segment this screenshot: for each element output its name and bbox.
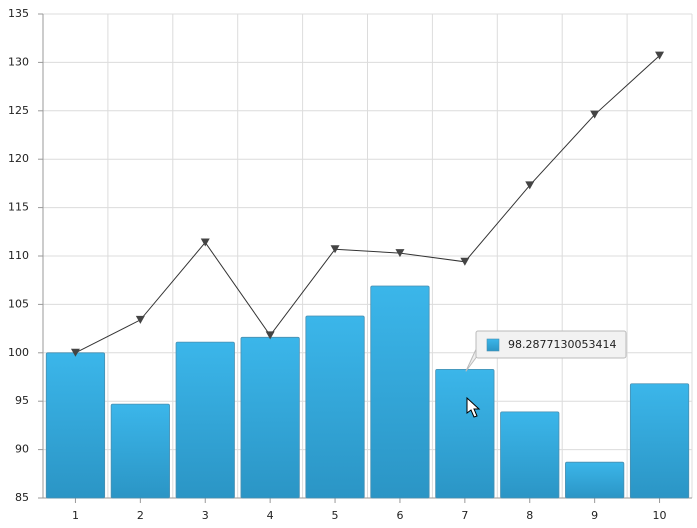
x-tick-label: 9 xyxy=(591,509,598,522)
y-tick-label: 95 xyxy=(15,394,29,407)
line-marker xyxy=(70,348,80,357)
y-tick-label: 85 xyxy=(15,491,29,504)
tooltip-text: 98.2877130053414 xyxy=(508,338,616,351)
bar xyxy=(45,352,106,499)
line-marker xyxy=(395,249,405,258)
x-tick-label: 10 xyxy=(653,509,667,522)
y-tick-label: 125 xyxy=(8,104,29,117)
line-marker xyxy=(590,110,600,119)
line xyxy=(75,55,660,354)
line-marker xyxy=(330,245,340,254)
line-marker xyxy=(525,181,535,190)
x-tick-label: 7 xyxy=(461,509,468,522)
x-tick-label: 1 xyxy=(72,509,79,522)
bar xyxy=(240,336,300,499)
line-marker xyxy=(200,238,210,247)
bar xyxy=(370,285,430,499)
bar xyxy=(435,368,495,499)
x-tick-label: 6 xyxy=(396,509,403,522)
line-marker xyxy=(460,257,470,266)
y-tick-label: 110 xyxy=(8,249,29,262)
x-tick-label: 5 xyxy=(332,509,339,522)
y-tick-label: 120 xyxy=(8,152,29,165)
y-tick-label: 100 xyxy=(8,346,29,359)
y-tick-label: 115 xyxy=(8,201,29,214)
bar xyxy=(500,411,560,499)
y-tick-label: 130 xyxy=(8,55,29,68)
bar xyxy=(175,341,235,499)
x-tick-label: 4 xyxy=(267,509,274,522)
y-tick-label: 105 xyxy=(8,297,29,310)
y-tick-label: 90 xyxy=(15,443,29,456)
x-tick-label: 8 xyxy=(526,509,533,522)
cursor xyxy=(466,396,481,418)
bar xyxy=(110,403,170,499)
x-tick-label: 2 xyxy=(137,509,144,522)
line-marker xyxy=(655,51,665,60)
tooltip-swatch xyxy=(486,338,500,352)
line-marker xyxy=(135,315,145,324)
bar xyxy=(629,383,690,499)
x-tick-label: 3 xyxy=(202,509,209,522)
y-tick-label: 135 xyxy=(8,7,29,20)
tooltip xyxy=(475,330,627,359)
bar xyxy=(305,315,365,499)
line-marker xyxy=(265,331,275,340)
bar xyxy=(565,461,625,499)
